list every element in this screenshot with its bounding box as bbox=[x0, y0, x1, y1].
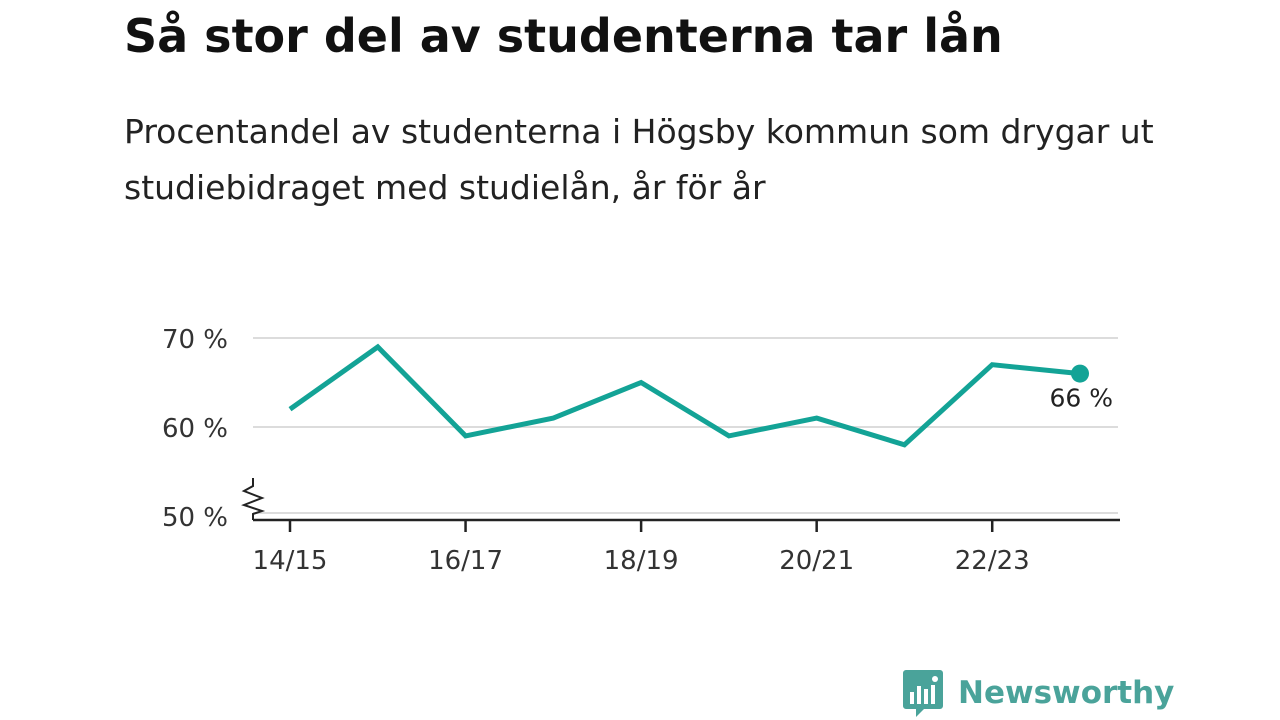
x-tick-label: 14/15 bbox=[253, 546, 328, 576]
series-line-0 bbox=[288, 343, 1081, 448]
y-tick-labels: 50 % 60 % 70 % bbox=[162, 325, 228, 533]
x-tick-label: 22/23 bbox=[955, 546, 1030, 576]
end-point-marker bbox=[1071, 364, 1089, 383]
y-tick-label: 50 % bbox=[162, 503, 228, 533]
x-tick-label: 18/19 bbox=[604, 546, 679, 576]
chart-title: Så stor del av studenterna tar lån bbox=[124, 9, 1003, 63]
y-tick-label: 70 % bbox=[162, 325, 228, 355]
line-chart: 50 % 60 % 70 % 14/15 16/17 18/19 20/21 22/23 6… bbox=[162, 325, 1120, 576]
end-value-label: 66 % bbox=[1049, 384, 1113, 413]
x-tick-label: 20/21 bbox=[779, 546, 854, 576]
newsworthy-logo: Newsworthy bbox=[902, 668, 1174, 718]
bar-chart-bubble-icon bbox=[903, 670, 943, 717]
grid-lines bbox=[253, 337, 1118, 514]
brand-name: Newsworthy bbox=[958, 675, 1175, 711]
series: 66 % bbox=[288, 343, 1113, 448]
axes bbox=[241, 478, 1120, 532]
axis-break-icon bbox=[241, 478, 266, 520]
x-tick-label: 16/17 bbox=[428, 546, 503, 576]
chart-subtitle: Procentandel av studenterna i Högsby kom… bbox=[124, 112, 1154, 207]
y-tick-label: 60 % bbox=[162, 414, 228, 444]
x-tick-labels: 14/15 16/17 18/19 20/21 22/23 bbox=[253, 546, 1030, 576]
